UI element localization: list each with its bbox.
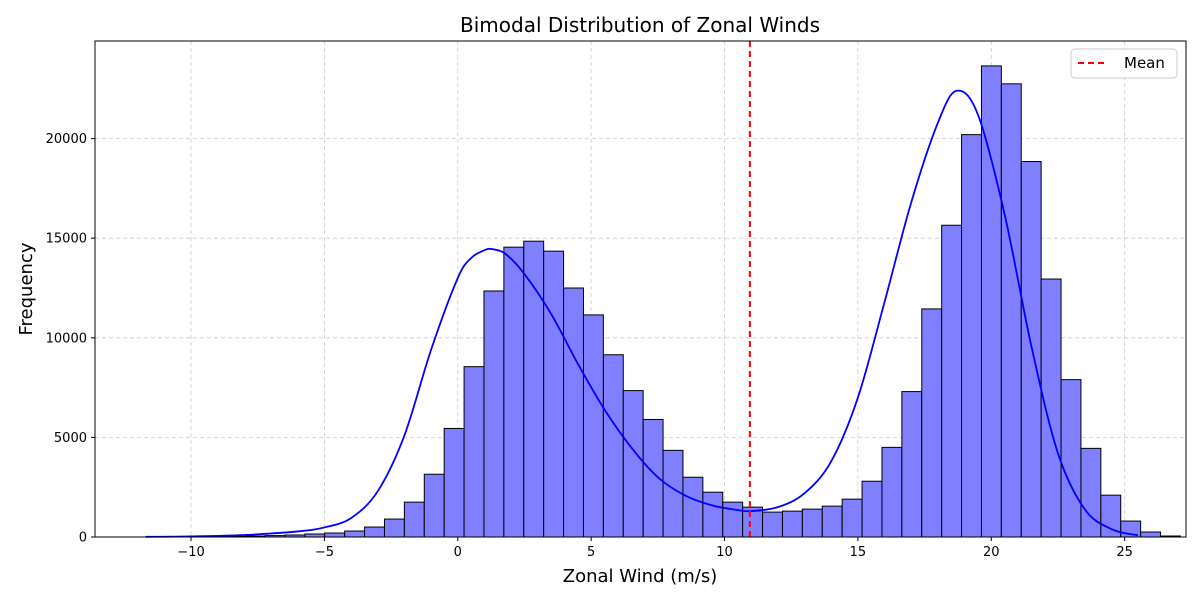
histogram-bar: [1041, 279, 1061, 537]
histogram-bar: [623, 391, 643, 537]
x-tick-label: 20: [983, 545, 1000, 560]
histogram-bar: [763, 512, 783, 537]
histogram-bar: [404, 502, 424, 537]
y-tick-label: 10000: [46, 331, 87, 346]
histogram-bar: [504, 247, 524, 537]
x-tick-label: 15: [850, 545, 867, 560]
histogram-bar: [862, 481, 882, 537]
chart-title: Bimodal Distribution of Zonal Winds: [460, 13, 820, 37]
histogram-bar: [544, 251, 564, 537]
x-tick-label: 25: [1116, 545, 1133, 560]
x-tick-label: −10: [177, 545, 204, 560]
histogram-bar: [424, 474, 444, 537]
histogram-bar: [942, 225, 962, 537]
histogram-bar: [703, 492, 723, 537]
histogram-bar: [564, 288, 584, 537]
histogram-bar: [464, 367, 484, 537]
histogram-bar: [802, 509, 822, 537]
histogram-bar: [882, 447, 902, 537]
histogram-bar: [902, 392, 922, 537]
x-tick-label: 0: [454, 545, 462, 560]
histogram-bar: [962, 135, 982, 537]
y-tick-label: 20000: [46, 132, 87, 147]
histogram-bar: [583, 315, 603, 537]
histogram-bar: [603, 355, 623, 537]
x-tick-label: 10: [716, 545, 733, 560]
histogram-bar: [484, 291, 504, 537]
x-axis-label: Zonal Wind (m/s): [563, 566, 718, 587]
histogram-bar: [1061, 380, 1081, 537]
histogram-bar: [842, 499, 862, 537]
histogram-bar: [683, 477, 703, 537]
histogram-bar: [822, 506, 842, 537]
y-axis-label: Frequency: [16, 242, 37, 335]
x-tick-label: 5: [587, 545, 595, 560]
histogram-bar: [1081, 448, 1101, 537]
x-tick-label: −5: [315, 545, 334, 560]
histogram-bar: [365, 527, 385, 537]
histogram-bar: [345, 531, 365, 537]
histogram-bar: [1141, 532, 1161, 537]
histogram-bar: [444, 428, 464, 537]
histogram-bar: [325, 533, 345, 537]
histogram-bar: [782, 511, 802, 537]
histogram-bar: [384, 519, 404, 537]
y-tick-label: 0: [79, 531, 87, 546]
y-tick-label: 5000: [54, 431, 87, 446]
histogram-bar: [922, 309, 942, 537]
y-tick-label: 15000: [46, 232, 87, 247]
legend: Mean: [1071, 49, 1177, 78]
legend-mean-label: Mean: [1124, 54, 1165, 72]
histogram-bar: [1001, 84, 1021, 537]
